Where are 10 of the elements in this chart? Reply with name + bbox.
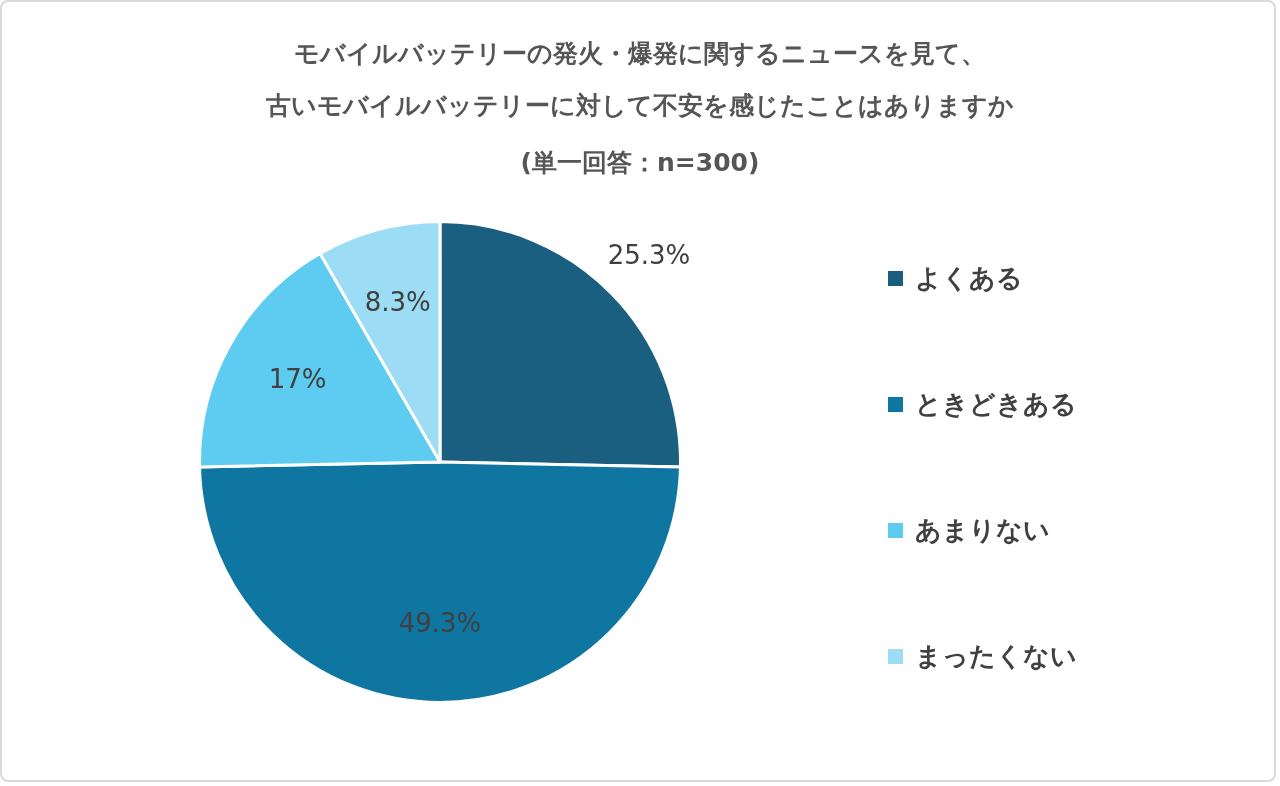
legend-label: まったくない <box>915 639 1077 673</box>
chart-subtitle: (単一回答：n=300) <box>519 147 761 179</box>
legend-label: ときどきある <box>915 387 1077 421</box>
data-label: 25.3% <box>607 240 691 271</box>
legend-label: あまりない <box>915 513 1050 547</box>
data-label: 17% <box>268 364 327 395</box>
legend-label: よくある <box>915 261 1023 295</box>
data-label: 49.3% <box>398 608 482 639</box>
chart-title: モバイルバッテリーの発火・爆発に関するニュースを見て、古いモバイルバッテリーに対して不安を感じたことはありますか <box>265 38 1015 122</box>
data-label: 8.3% <box>364 286 431 317</box>
